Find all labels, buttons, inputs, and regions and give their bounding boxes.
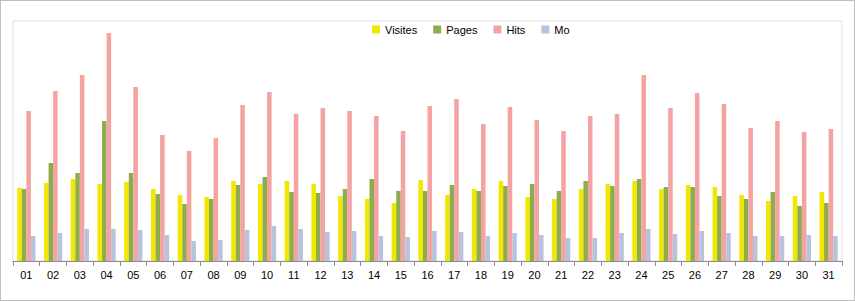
svg-text:Hits: Hits (506, 24, 525, 36)
svg-text:09: 09 (234, 269, 246, 281)
svg-text:19: 19 (502, 269, 514, 281)
svg-text:05: 05 (127, 269, 139, 281)
svg-text:30: 30 (796, 269, 808, 281)
svg-text:Mo: Mo (554, 24, 569, 36)
svg-text:Visites: Visites (385, 24, 418, 36)
svg-text:13: 13 (341, 269, 353, 281)
svg-text:02: 02 (47, 269, 59, 281)
svg-text:07: 07 (181, 269, 193, 281)
svg-text:04: 04 (100, 269, 112, 281)
svg-text:23: 23 (609, 269, 621, 281)
svg-text:20: 20 (528, 269, 540, 281)
svg-text:31: 31 (823, 269, 835, 281)
svg-text:03: 03 (74, 269, 86, 281)
svg-text:14: 14 (368, 269, 380, 281)
svg-text:15: 15 (395, 269, 407, 281)
svg-text:24: 24 (635, 269, 647, 281)
svg-text:16: 16 (421, 269, 433, 281)
svg-text:28: 28 (742, 269, 754, 281)
svg-text:01: 01 (20, 269, 32, 281)
svg-text:25: 25 (662, 269, 674, 281)
svg-text:18: 18 (475, 269, 487, 281)
svg-text:26: 26 (689, 269, 701, 281)
svg-text:11: 11 (288, 269, 299, 281)
svg-text:Pages: Pages (446, 24, 478, 36)
svg-text:17: 17 (448, 269, 460, 281)
svg-text:29: 29 (769, 269, 781, 281)
svg-text:27: 27 (716, 269, 728, 281)
svg-text:06: 06 (154, 269, 166, 281)
svg-text:12: 12 (314, 269, 326, 281)
svg-text:21: 21 (555, 269, 567, 281)
svg-text:22: 22 (582, 269, 594, 281)
svg-text:08: 08 (207, 269, 219, 281)
svg-text:10: 10 (261, 269, 273, 281)
